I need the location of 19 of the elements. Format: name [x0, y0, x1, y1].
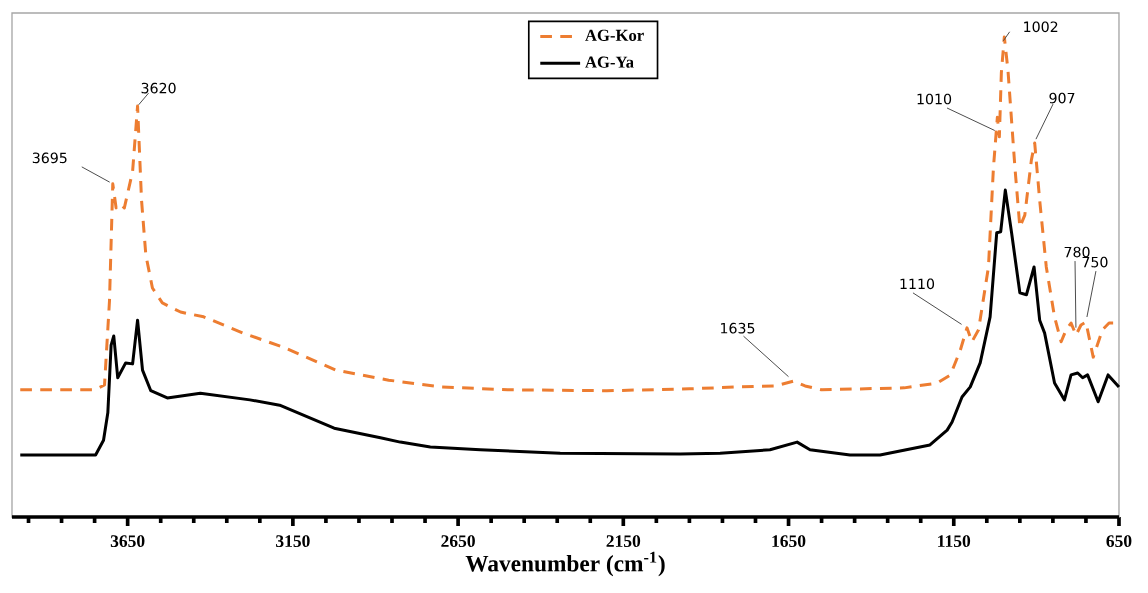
annotation: 907 — [1049, 92, 1075, 104]
annotation: 780 — [1064, 246, 1090, 258]
annotation: 1110 — [900, 278, 935, 290]
annotation: 3620 — [141, 82, 176, 94]
annotation: 3695 — [32, 152, 67, 164]
legend-label: AG-Ya — [585, 56, 634, 68]
x-tick-label: 1650 — [772, 535, 806, 548]
legend-label: AG-Kor — [585, 29, 644, 41]
annotation: 750 — [1082, 256, 1108, 268]
annotation: 1002 — [1024, 21, 1058, 33]
x-tick-label: 1150 — [938, 535, 971, 548]
x-tick-label: 3650 — [110, 535, 145, 548]
annotation: 1635 — [721, 322, 755, 334]
annotation: 1010 — [917, 93, 952, 105]
x-tick-label: 650 — [1106, 535, 1132, 548]
x-tick-label: 2150 — [606, 535, 641, 548]
x-tick-label: 2650 — [441, 535, 475, 548]
x-tick-label: 3150 — [276, 535, 310, 548]
x-axis-title: Wavenumber (cm$^{-1}$) — [465, 551, 665, 577]
